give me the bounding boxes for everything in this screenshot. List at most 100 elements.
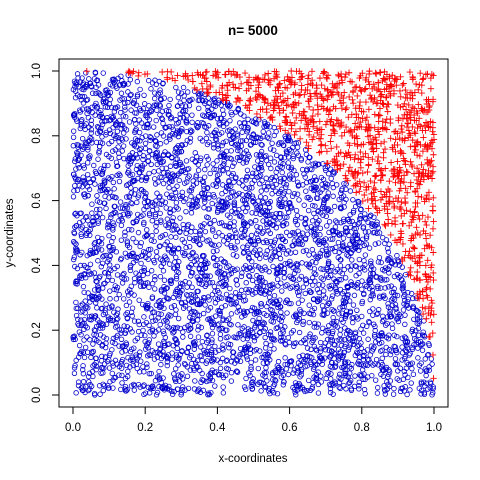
point-inside-circle [416,385,422,392]
point-inside-circle [152,213,159,220]
point-inside-circle [93,244,100,251]
point-inside-circle [366,245,373,251]
point-inside-circle [93,323,100,330]
point-inside-circle [178,148,184,155]
point-inside-circle [399,357,405,363]
point-inside-circle [329,245,336,252]
point-inside-circle [121,125,128,132]
point-outside-circle [305,103,313,111]
point-inside-circle [375,285,381,292]
point-inside-circle [186,102,193,109]
point-outside-circle [421,122,428,129]
point-inside-circle [79,146,86,153]
point-outside-circle [369,141,376,148]
point-inside-circle [155,315,161,321]
point-inside-circle [220,342,226,348]
point-inside-circle [276,316,282,322]
point-inside-circle [239,270,245,276]
point-inside-circle [247,219,254,225]
point-inside-circle [188,188,194,194]
point-outside-circle [326,106,334,114]
point-outside-circle [406,109,414,116]
point-inside-circle [111,186,117,192]
point-inside-circle [208,220,214,226]
point-outside-circle [408,218,415,226]
point-inside-circle [347,379,353,386]
point-inside-circle [230,251,237,258]
point-inside-circle [329,380,336,387]
point-inside-circle [143,174,149,181]
point-inside-circle [155,341,162,347]
point-inside-circle [135,328,142,335]
point-inside-circle [249,304,256,311]
point-outside-circle [296,135,304,143]
point-inside-circle [271,335,277,342]
point-inside-circle [77,93,83,100]
point-outside-circle [430,249,437,256]
point-outside-circle [401,100,408,108]
point-inside-circle [247,372,253,379]
point-outside-circle [362,150,369,157]
point-outside-circle [359,115,366,122]
point-inside-circle [102,354,109,360]
point-inside-circle [234,369,241,375]
point-inside-circle [370,293,376,299]
point-inside-circle [384,334,390,341]
point-inside-circle [225,195,231,201]
point-inside-circle [84,324,90,331]
point-inside-circle [281,275,288,281]
point-inside-circle [280,372,287,378]
point-outside-circle [288,74,296,81]
point-inside-circle [142,390,149,396]
point-inside-circle [338,219,344,226]
point-inside-circle [254,223,260,230]
point-inside-circle [104,358,111,365]
point-inside-circle [298,357,304,363]
point-inside-circle [186,188,193,194]
point-inside-circle [179,193,186,200]
point-inside-circle [170,215,176,221]
point-inside-circle [115,144,121,150]
point-inside-circle [236,190,242,197]
point-outside-circle [334,117,342,124]
point-outside-circle [336,165,344,172]
point-inside-circle [127,76,134,83]
point-outside-circle [387,159,395,166]
point-inside-circle [230,353,236,360]
point-inside-circle [226,224,233,231]
point-inside-circle [152,211,159,218]
point-inside-circle [94,124,101,130]
point-inside-circle [280,192,286,198]
point-inside-circle [372,361,378,367]
point-outside-circle [304,75,312,82]
point-inside-circle [311,324,317,330]
point-outside-circle [191,84,198,92]
point-inside-circle [163,107,170,114]
point-inside-circle [139,268,145,275]
point-inside-circle [141,369,147,375]
point-inside-circle [171,375,178,382]
point-inside-circle [371,214,377,220]
point-inside-circle [212,313,219,319]
point-outside-circle [401,111,408,119]
point-inside-circle [71,188,77,194]
point-outside-circle [276,109,283,117]
point-inside-circle [260,229,267,235]
point-inside-circle [109,370,115,377]
point-inside-circle [87,261,94,267]
point-inside-circle [195,387,201,394]
point-inside-circle [239,192,246,198]
point-inside-circle [366,357,372,363]
point-inside-circle [165,296,172,302]
point-inside-circle [235,147,241,154]
point-inside-circle [275,304,281,311]
point-inside-circle [168,304,175,310]
point-inside-circle [212,233,219,240]
point-inside-circle [177,228,183,235]
point-inside-circle [157,90,163,96]
point-inside-circle [285,334,291,341]
point-inside-circle [121,270,127,277]
point-inside-circle [108,138,115,145]
point-inside-circle [100,166,107,172]
point-inside-circle [121,276,127,282]
